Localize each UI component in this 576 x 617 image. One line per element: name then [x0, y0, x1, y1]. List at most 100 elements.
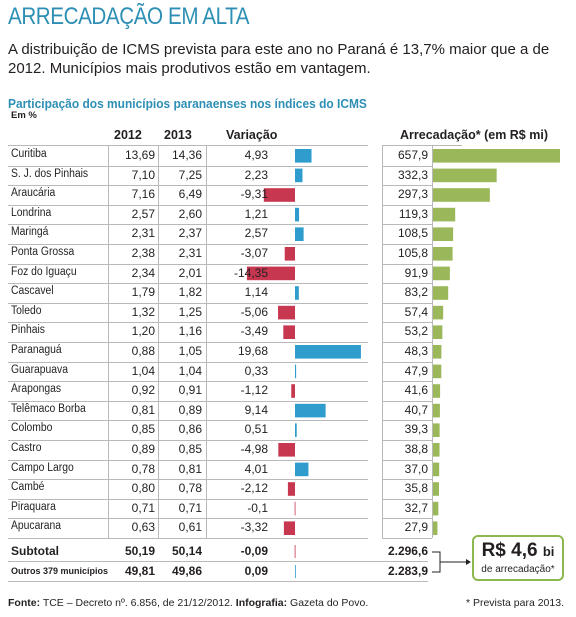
- total-row-name: Subtotal: [11, 544, 59, 558]
- variation-bar: [295, 364, 297, 379]
- value-2012: 2,38: [131, 246, 155, 260]
- variation-bar: [246, 266, 295, 281]
- revenue-value: 35,8: [404, 481, 428, 496]
- chart-subtitle: Participação dos municípios paranaenses …: [8, 96, 367, 111]
- variation-value: 1,14: [244, 285, 268, 300]
- value-2013: 1,04: [178, 363, 202, 378]
- value-2013: 2,01: [178, 265, 202, 280]
- row-separator-revenue: [382, 361, 432, 363]
- total-revenue-callout: R$ 4,6 bi de arrecadação*: [472, 535, 564, 581]
- value-2013: 0,78: [178, 481, 202, 496]
- variation-value: 4,93: [244, 148, 268, 162]
- municipality-name: Cambé: [11, 481, 45, 494]
- value-2013: 0,61: [178, 520, 202, 535]
- revenue-value: 47,9: [404, 363, 428, 378]
- row-separator: [8, 185, 368, 187]
- source-text: TCE – Decreto nº. 6.856, de 21/12/2012.: [42, 597, 233, 609]
- row-separator-revenue: [382, 263, 432, 265]
- callout-label: de arrecadação*: [481, 564, 555, 575]
- revenue-value: 297,3: [397, 187, 428, 202]
- variation-value: 0,51: [244, 422, 268, 437]
- callout-connector: [432, 551, 466, 573]
- infographic-label: Infografia:: [235, 597, 288, 609]
- row-separator-revenue: [382, 479, 432, 481]
- municipality-name: Ponta Grossa: [11, 246, 75, 258]
- municipality-name: Piraquara: [11, 500, 56, 513]
- row-separator-revenue: [382, 302, 432, 304]
- revenue-bar: [432, 188, 490, 202]
- variation-value: -3,07: [240, 246, 268, 260]
- row-separator-revenue: [382, 440, 432, 441]
- variation-bar: [295, 286, 299, 300]
- variation-value: 2,23: [244, 167, 268, 182]
- column-divider: [158, 145, 159, 538]
- municipality-name: Toledo: [11, 304, 42, 317]
- variation-value: 4,01: [244, 461, 268, 476]
- municipality-name: Campo Largo: [11, 461, 74, 474]
- footer-source: Fonte: TCE – Decreto nº. 6.856, de 21/12…: [8, 597, 368, 609]
- value-2013: 0,85: [178, 442, 202, 456]
- revenue-value: 38,8: [404, 442, 428, 456]
- total-2013: 49,86: [171, 564, 202, 578]
- row-separator: [8, 322, 368, 324]
- table-top-rule: [8, 145, 368, 146]
- total-revenue: 2.283,9: [387, 564, 428, 578]
- row-separator-revenue: [382, 244, 432, 245]
- variation-value: 9,14: [244, 402, 268, 417]
- lead-text: A distribuição de ICMS prevista para est…: [8, 41, 550, 77]
- municipality-name: Telêmaco Borba: [11, 402, 86, 415]
- variation-bar: [283, 521, 295, 535]
- row-separator-revenue: [382, 185, 432, 187]
- total-revenue: 2.296,6: [387, 544, 428, 558]
- value-2012: 0,71: [131, 500, 155, 515]
- municipality-name: Pinhais: [11, 324, 45, 337]
- row-separator: [8, 518, 368, 520]
- municipality-name: Apucarana: [11, 520, 62, 533]
- row-separator-revenue: [382, 224, 432, 226]
- value-2013: 0,86: [178, 422, 202, 437]
- revenue-value: 39,3: [404, 422, 428, 437]
- municipality-name: Castro: [11, 442, 42, 454]
- total-separator: [8, 561, 428, 562]
- value-2013: 6,49: [178, 187, 202, 202]
- row-separator-revenue: [382, 283, 432, 285]
- header-revenue: Arrecadação* (em R$ mi): [400, 128, 548, 142]
- revenue-value: 27,9: [404, 520, 428, 535]
- row-separator-revenue: [382, 518, 432, 520]
- value-2012: 0,78: [131, 461, 155, 476]
- value-2013: 1,05: [178, 344, 202, 358]
- municipality-name: Araucária: [11, 187, 56, 200]
- variation-bar: [295, 462, 309, 477]
- row-separator-revenue: [382, 342, 432, 343]
- header-variation: Variação: [226, 128, 278, 142]
- revenue-value: 53,2: [404, 324, 428, 339]
- value-2013: 0,71: [178, 500, 202, 515]
- value-2012: 2,31: [131, 226, 155, 241]
- revenue-value: 108,5: [397, 226, 428, 241]
- total-variation: 0,09: [244, 564, 268, 578]
- row-separator: [8, 440, 368, 441]
- total-variation-bar: [294, 545, 296, 558]
- variation-bar: [291, 384, 295, 398]
- revenue-bar: [432, 168, 497, 183]
- municipality-name: Londrina: [11, 206, 52, 219]
- row-separator: [8, 420, 368, 422]
- revenue-value: 657,9: [397, 148, 428, 162]
- value-2013: 2,37: [178, 226, 202, 241]
- variation-bar: [295, 207, 300, 222]
- column-divider: [432, 145, 433, 538]
- revenue-bar: [432, 403, 440, 418]
- revenue-bar: [432, 149, 560, 163]
- row-separator-revenue: [382, 204, 432, 206]
- municipality-name: Cascavel: [11, 285, 54, 298]
- variation-bar: [295, 149, 312, 163]
- revenue-value: 48,3: [404, 344, 428, 358]
- revenue-value: 57,4: [404, 304, 428, 319]
- row-separator: [8, 204, 368, 206]
- row-separator: [8, 479, 368, 481]
- row-separator-revenue: [382, 459, 432, 461]
- value-2013: 2,60: [178, 206, 202, 221]
- value-2012: 0,89: [131, 442, 155, 456]
- row-separator-revenue: [382, 400, 432, 402]
- revenue-bar: [432, 423, 440, 437]
